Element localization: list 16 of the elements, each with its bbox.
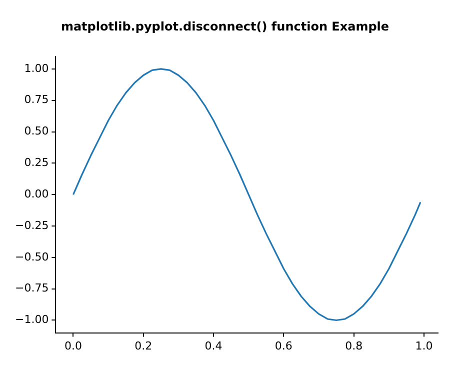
y-tick-label: 1.00 <box>24 62 49 75</box>
chart-title: matplotlib.pyplot.disconnect() function Example <box>60 19 390 34</box>
x-tick-label: 0.8 <box>345 339 363 352</box>
x-tick-label: 0.0 <box>64 339 82 352</box>
x-tick-label: 0.6 <box>274 339 292 352</box>
x-tick-label: 1.0 <box>415 339 433 352</box>
y-tick-label: −0.75 <box>14 282 49 295</box>
y-tick-label: −0.25 <box>14 218 49 232</box>
y-tick-label: 0.75 <box>24 93 49 106</box>
y-tick-label: −0.50 <box>14 250 49 264</box>
x-tick-label: 0.2 <box>134 339 152 352</box>
y-tick-label: −1.00 <box>14 313 49 326</box>
y-tick-label: 0.50 <box>24 124 49 138</box>
y-tick-label: 0.00 <box>24 187 49 200</box>
x-tick-label: 0.4 <box>204 339 222 352</box>
y-tick-label: 0.25 <box>24 156 49 170</box>
